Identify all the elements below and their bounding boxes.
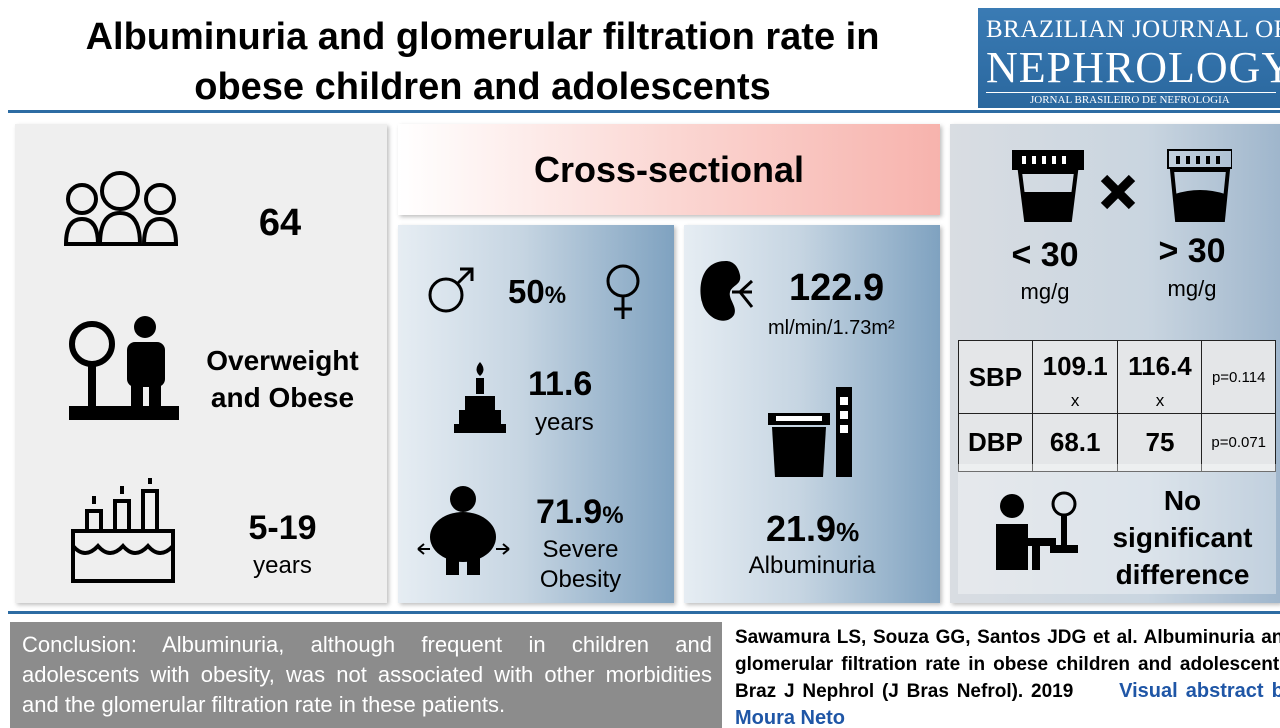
- mean-age: 11.6: [528, 365, 593, 403]
- age-unit: years: [253, 552, 312, 579]
- bp-table: SBP 109.1 x 116.4 x p=0.114 DBP 68.1 75 p=…: [958, 340, 1276, 472]
- logo-line: NEPHROLOGY: [986, 43, 1280, 92]
- cell-value: 116.4: [1128, 351, 1192, 381]
- title-line: obese children and adolescents: [194, 66, 771, 108]
- logo-line: JORNAL BRASILEIRO DE NEFROLOGIA: [1030, 94, 1230, 106]
- journal-logo: BRAZILIAN JOURNAL OF NEPHROLOGY JORNAL B…: [978, 8, 1280, 108]
- kidney-icon: [700, 261, 754, 321]
- doctor-icon: [996, 491, 1078, 570]
- cake-icon: [71, 478, 175, 583]
- cell: SBP: [958, 340, 1033, 414]
- title-line: Albuminuria and glomerular filtration ra…: [85, 16, 880, 58]
- result-line: difference: [1115, 559, 1250, 590]
- severe-obesity-label: Severe Obesity: [523, 535, 638, 595]
- low-unit: mg/g: [1020, 279, 1070, 304]
- count: 64: [258, 202, 302, 244]
- cell: 68.1: [1031, 413, 1119, 472]
- title: Albuminuria and glomerular filtration ra…: [0, 12, 965, 112]
- separator: x: [1155, 391, 1165, 410]
- cell: p=0.114: [1201, 340, 1276, 414]
- conclusion: Conclusion: Albuminuria, although freque…: [22, 632, 712, 717]
- cell: p=0.071: [1201, 413, 1276, 472]
- low-group: < 30: [1011, 236, 1079, 274]
- label-line: Obesity: [539, 566, 622, 593]
- cell-value: 109.1: [1042, 351, 1108, 381]
- footer-rule: [8, 611, 1280, 614]
- obese-icon: [417, 486, 510, 575]
- result-line: No: [1163, 485, 1202, 516]
- header-rule: [8, 110, 1280, 113]
- albuminuria-unit: %: [836, 517, 860, 547]
- cell: 75: [1117, 413, 1203, 472]
- high-unit: mg/g: [1167, 276, 1217, 301]
- credit: Visual abstract by Moura Neto: [735, 680, 1280, 728]
- design: Cross-sectional: [398, 124, 940, 215]
- severe-obesity-unit: %: [602, 502, 624, 529]
- sex-ratio: 50%: [508, 273, 566, 311]
- scale-icon: [69, 316, 179, 420]
- albuminuria-label: Albuminuria: [748, 552, 876, 579]
- result: No significant difference: [1095, 482, 1270, 593]
- cell: DBP: [958, 413, 1033, 472]
- albuminuria-value: 21.9: [766, 508, 837, 549]
- citation: Sawamura LS, Souza GG, Santos JDG et al.…: [735, 627, 1280, 702]
- gfr: 122.9: [789, 267, 885, 309]
- label-line: Severe: [542, 536, 619, 563]
- citation-block: Sawamura LS, Souza GG, Santos JDG et al.…: [735, 624, 1280, 728]
- result-line: significant: [1112, 522, 1253, 553]
- group: Overweight and Obese: [190, 342, 375, 416]
- logo-rule: [986, 92, 1276, 93]
- conclusion-box: Conclusion: Albuminuria, although freque…: [10, 622, 722, 728]
- population-panel: 64 Overweight and Obese 5-19 years: [15, 124, 387, 603]
- gfr-unit: ml/min/1.73m²: [768, 317, 895, 339]
- group-line: Overweight: [206, 345, 359, 376]
- logo-line: BRAZILIAN JOURNAL OF: [986, 16, 1280, 43]
- birthday-cake-icon: [454, 362, 506, 433]
- group-line: and Obese: [210, 382, 355, 413]
- albuminuria: 21.9%: [766, 508, 859, 550]
- severe-obesity: 71.9%: [536, 493, 624, 532]
- mean-age-unit: years: [535, 409, 594, 436]
- sex-unit: %: [544, 282, 567, 309]
- high-group: > 30: [1158, 232, 1226, 270]
- separator: x: [1070, 391, 1080, 410]
- children-icon: [63, 171, 179, 246]
- cell: 109.1 x: [1031, 340, 1119, 414]
- comparison-panel: < 30 mg/g > 30 mg/g SBP 109.1 x 116.4 x p=…: [950, 124, 1280, 603]
- cell: 116.4 x: [1117, 340, 1203, 414]
- male-icon: [428, 267, 474, 313]
- age-range: 5-19: [248, 509, 317, 547]
- urine-test-icon: [768, 387, 852, 477]
- female-icon: [606, 264, 640, 319]
- renal-panel: 122.9 ml/min/1.73m² 21.9% Albuminuria: [684, 225, 940, 603]
- sex-value: 50: [508, 273, 545, 310]
- severe-obesity-value: 71.9: [536, 493, 603, 531]
- demographics-panel: 50% 11.6 years 71.9% Severe Obesity: [398, 225, 674, 603]
- urine-cups-icon: [1012, 149, 1232, 222]
